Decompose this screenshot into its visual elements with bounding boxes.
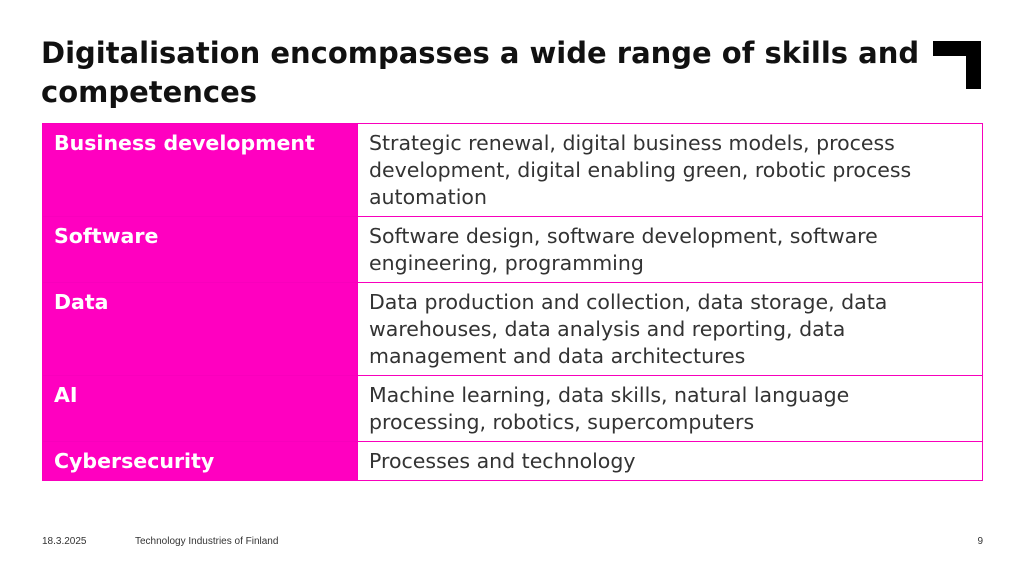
category-cell: AI (42, 375, 358, 442)
slide-title: Digitalisation encompasses a wide range … (41, 36, 920, 109)
description-cell: Strategic renewal, digital business mode… (357, 123, 983, 217)
table-row: Business development Strategic renewal, … (42, 123, 983, 217)
category-cell: Cybersecurity (42, 441, 358, 481)
description-cell: Software design, software development, s… (357, 216, 983, 283)
category-cell: Data (42, 282, 358, 376)
corner-bracket-logo-icon (933, 41, 981, 89)
footer-date: 18.3.2025 (42, 536, 87, 547)
footer-organization: Technology Industries of Finland (135, 536, 279, 547)
skills-table: Business development Strategic renewal, … (42, 123, 983, 481)
table-row: Software Software design, software devel… (42, 216, 983, 283)
table-row: Data Data production and collection, dat… (42, 282, 983, 376)
table-row: AI Machine learning, data skills, natura… (42, 375, 983, 442)
description-cell: Machine learning, data skills, natural l… (357, 375, 983, 442)
description-cell: Data production and collection, data sto… (357, 282, 983, 376)
category-cell: Software (42, 216, 358, 283)
category-cell: Business development (42, 123, 358, 217)
page-number: 9 (977, 536, 983, 547)
table-row: Cybersecurity Processes and technology (42, 441, 983, 481)
description-cell: Processes and technology (357, 441, 983, 481)
